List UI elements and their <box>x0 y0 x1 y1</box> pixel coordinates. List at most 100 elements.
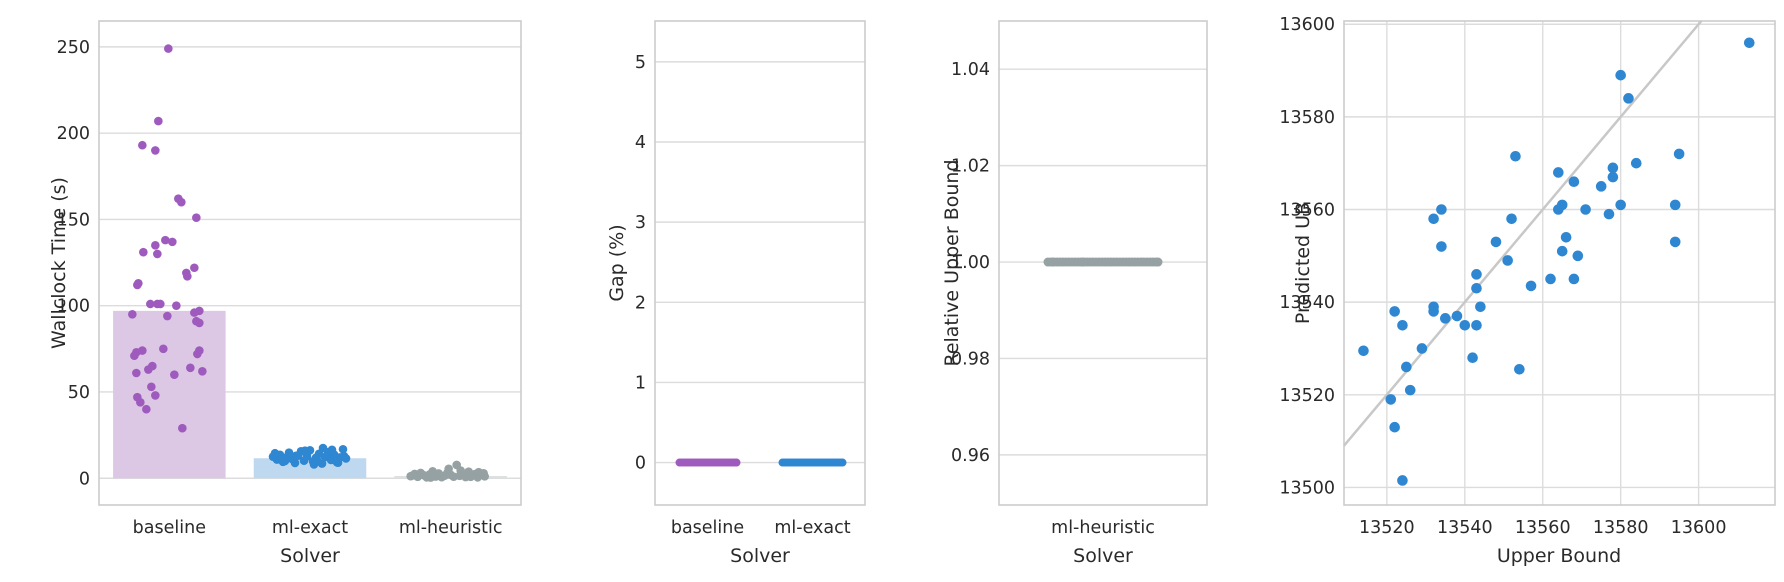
scatter-point <box>1436 241 1447 252</box>
y-tick-label: 5 <box>635 53 646 73</box>
axes-spines <box>1343 20 1776 506</box>
strip-point <box>333 458 343 468</box>
scatter-point <box>1358 345 1369 357</box>
strip-point <box>838 458 847 467</box>
x-tick-label-ml-heuristic: ml-heuristic <box>1051 518 1155 538</box>
strip-point <box>161 235 170 245</box>
strip-point <box>168 237 177 247</box>
scatter-point <box>1506 213 1517 225</box>
scatter-point <box>1514 363 1525 375</box>
strip-point <box>444 464 453 474</box>
y-tick-label: 13500 <box>1279 478 1335 498</box>
strip-point <box>128 310 137 319</box>
x-axis-label-solver-1: Solver <box>280 545 340 567</box>
scatter-point <box>1451 310 1463 322</box>
strip-point <box>480 472 489 481</box>
y-tick-label: 200 <box>57 124 90 144</box>
scatter-point <box>1416 343 1428 354</box>
strip-point <box>300 446 310 455</box>
strip-point <box>456 466 465 475</box>
strip-point <box>163 311 172 321</box>
y-tick-label: 0.98 <box>951 349 990 369</box>
strip-point <box>1153 257 1163 267</box>
scatter-point <box>1669 199 1681 211</box>
x-tick-label: 13520 <box>1359 518 1415 538</box>
scatter-point <box>1428 213 1439 225</box>
scatter-point <box>1428 306 1439 317</box>
scatter-point <box>1607 171 1619 183</box>
scatter-point <box>1623 93 1634 104</box>
strip-point <box>426 473 435 482</box>
panel-2: 0 1 2 3 4 5 baseline ml-exact <box>635 20 866 538</box>
y-axis-label-predicted-ub: Predicted UB <box>1292 201 1314 325</box>
y-tick-label: 0 <box>79 469 90 489</box>
y-tick-label: 13560 <box>1279 201 1335 221</box>
scatter-point <box>1603 208 1615 220</box>
y-tick-label: 13580 <box>1279 108 1335 128</box>
strip-point <box>153 249 162 259</box>
scatter-point <box>1568 176 1580 188</box>
strip-point <box>146 299 155 309</box>
scatter-point <box>1385 394 1397 405</box>
strip-point <box>732 458 741 467</box>
y-axis-label-gap: Gap (%) <box>606 224 628 302</box>
panel-4: 13500 13520 13540 13560 13580 13600 13520 13540… <box>1279 15 1776 538</box>
strip-point <box>186 363 195 373</box>
scatter-point <box>1440 313 1451 324</box>
y-tick-label: 1.04 <box>951 60 990 80</box>
strip-point <box>1048 257 1058 267</box>
y-tick-label: 1.00 <box>951 253 990 273</box>
scatter-point <box>1553 167 1564 178</box>
strip-point <box>192 213 201 223</box>
strip-point <box>151 391 160 400</box>
scatter-point <box>1401 361 1412 373</box>
scatter-point <box>1404 384 1416 396</box>
scatter-point <box>1471 282 1482 294</box>
scatter-point <box>1471 319 1482 331</box>
strip-point <box>338 444 348 454</box>
strip-point <box>142 404 151 414</box>
strip-point <box>339 451 349 461</box>
strip-point <box>170 370 179 380</box>
x-axis-label-solver-2: Solver <box>730 545 790 567</box>
scatter-point <box>1389 306 1400 317</box>
scatter-point <box>1502 255 1513 266</box>
scatter-point <box>1467 352 1478 364</box>
y-tick-label: 2 <box>635 293 646 313</box>
y-tick-label: 0 <box>635 454 646 474</box>
scatter-point <box>1397 319 1408 331</box>
scatter-point <box>1580 204 1591 215</box>
scatter-point <box>1556 245 1568 257</box>
panel-1: 0 50 100 150 200 250 baseline ml-exact ml-heuris… <box>57 20 522 538</box>
strip-point <box>178 423 187 433</box>
strip-point <box>408 471 417 480</box>
scatter-point <box>1459 319 1471 331</box>
x-tick-label-baseline: baseline <box>671 518 744 538</box>
y-tick-label: 250 <box>57 38 90 58</box>
strip-point <box>172 301 181 311</box>
strip-point <box>138 140 147 150</box>
x-axis-label-upper-bound: Upper Bound <box>1496 545 1622 567</box>
x-axis-label-solver-3: Solver <box>1073 545 1133 567</box>
scatter-point <box>1560 231 1572 243</box>
bar-baseline <box>113 310 226 479</box>
x-tick-label: 13580 <box>1593 518 1649 538</box>
scatter-point <box>1436 204 1447 215</box>
strip-point <box>133 280 142 290</box>
scatter-point <box>1572 250 1584 262</box>
strip-point <box>183 272 192 281</box>
strip-point <box>164 44 173 53</box>
x-tick-label-ml-exact: ml-exact <box>774 518 850 538</box>
scatter-point <box>1743 37 1755 49</box>
y-tick-label: 150 <box>57 210 90 230</box>
panel-3: 0.96 0.98 1.00 1.02 1.04 ml-heuristic <box>951 20 1208 538</box>
strip-point <box>193 349 202 359</box>
strip-point <box>156 299 165 309</box>
x-tick-label: 13600 <box>1671 518 1727 538</box>
y-tick-label: 13520 <box>1279 386 1335 406</box>
strip-point <box>1078 257 1088 267</box>
strip-point <box>195 318 204 328</box>
scatter-point <box>1615 69 1626 81</box>
x-tick-label-ml-exact: ml-exact <box>272 518 348 538</box>
